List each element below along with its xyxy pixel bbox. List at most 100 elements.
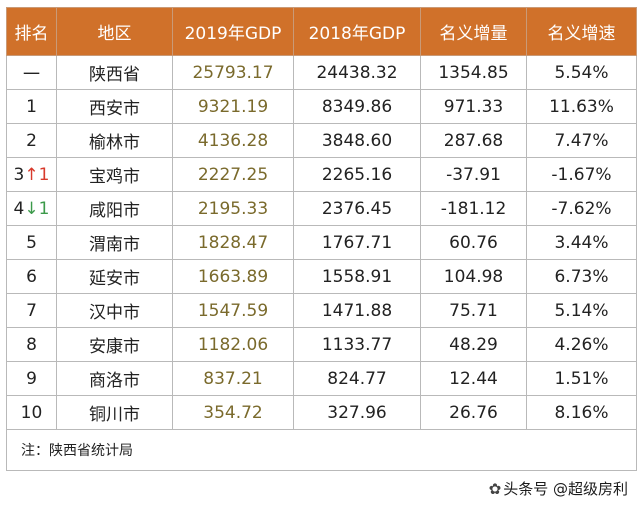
rank-value: 10 [20, 402, 43, 423]
nominal-increase-cell: 104.98 [420, 259, 527, 294]
nominal-increase-cell: 26.76 [420, 395, 527, 430]
nominal-increase-cell: 75.71 [420, 293, 527, 328]
region-cell: 铜川市 [56, 395, 173, 430]
table-row: 10 铜川市 354.72 327.96 26.76 8.16% [6, 395, 637, 430]
gdp-2019-cell: 1663.89 [172, 259, 294, 294]
rank-value: 2 [26, 130, 37, 151]
gdp-2018-cell: 1558.91 [293, 259, 421, 294]
nominal-increase-cell: 12.44 [420, 361, 527, 396]
gdp-2018-cell: 1767.71 [293, 225, 421, 260]
note-row: 注：陕西省统计局 [6, 429, 637, 471]
gdp-2018-cell: 2265.16 [293, 157, 421, 192]
gdp-2018-cell: 1471.88 [293, 293, 421, 328]
table-body: 一陕西省 25793.17 24438.32 1354.85 5.54% 1 西安市 9321… [6, 55, 637, 471]
watermark-logo-icon: ✿ [488, 480, 502, 498]
header-row: 排名 地区 2019年GDP 2018年GDP 名义增量 名义增速 [6, 7, 637, 56]
gdp-2019-cell: 4136.28 [172, 123, 294, 158]
nominal-growth-cell: -1.67% [526, 157, 637, 192]
table-row: 5 渭南市 1828.47 1767.71 60.76 3.44% [6, 225, 637, 260]
table-row: 2 榆林市 4136.28 3848.60 287.68 7.47% [6, 123, 637, 158]
rank-value: 3 [13, 164, 25, 185]
nominal-growth-cell: 3.44% [526, 225, 637, 260]
table-row: 9 商洛市 837.21 824.77 12.44 1.51% [6, 361, 637, 396]
region-cell: 西安市 [56, 89, 173, 124]
nominal-growth-cell: 6.73% [526, 259, 637, 294]
nominal-growth-cell: 8.16% [526, 395, 637, 430]
rank-value: 7 [26, 300, 37, 321]
rank-cell: 7 [6, 293, 57, 328]
header-nominal-increase: 名义增量 [420, 7, 527, 56]
gdp-2019-cell: 354.72 [172, 395, 294, 430]
rank-up-indicator: ↑1 [24, 164, 50, 185]
table-row: 一陕西省 25793.17 24438.32 1354.85 5.54% [6, 55, 637, 90]
nominal-growth-cell: 4.26% [526, 327, 637, 362]
nominal-growth-cell: 5.54% [526, 55, 637, 90]
nominal-growth-cell: 1.51% [526, 361, 637, 396]
header-rank: 排名 [6, 7, 57, 56]
gdp-2018-cell: 1133.77 [293, 327, 421, 362]
gdp-2019-cell: 837.21 [172, 361, 294, 396]
region-cell: 安康市 [56, 327, 173, 362]
region-cell: 延安市 [56, 259, 173, 294]
nominal-increase-cell: -181.12 [420, 191, 527, 226]
table-row: 4↓1 咸阳市 2195.33 2376.45 -181.12 -7.62% [6, 191, 637, 226]
gdp-2019-cell: 9321.19 [172, 89, 294, 124]
region-cell: 榆林市 [56, 123, 173, 158]
table-row: 8 安康市 1182.06 1133.77 48.29 4.26% [6, 327, 637, 362]
table-row: 7 汉中市 1547.59 1471.88 75.71 5.14% [6, 293, 637, 328]
rank-cell: 4↓1 [6, 191, 57, 226]
header-gdp-2018: 2018年GDP [293, 7, 421, 56]
rank-cell: 2 [6, 123, 57, 158]
gdp-2019-cell: 1182.06 [172, 327, 294, 362]
region-cell: 宝鸡市 [56, 157, 173, 192]
rank-cell: 一 [6, 55, 57, 90]
source-note: 注：陕西省统计局 [6, 429, 637, 471]
header-nominal-growth: 名义增速 [526, 7, 637, 56]
rank-cell: 9 [6, 361, 57, 396]
gdp-2018-cell: 8349.86 [293, 89, 421, 124]
region-cell: 咸阳市 [56, 191, 173, 226]
gdp-2018-cell: 327.96 [293, 395, 421, 430]
gdp-table: 排名 地区 2019年GDP 2018年GDP 名义增量 名义增速 一陕西省 25… [6, 7, 637, 471]
nominal-growth-cell: 7.47% [526, 123, 637, 158]
gdp-2019-cell: 1547.59 [172, 293, 294, 328]
table-row: 3↑1 宝鸡市 2227.25 2265.16 -37.91 -1.67% [6, 157, 637, 192]
rank-value: 8 [26, 334, 37, 355]
nominal-increase-cell: 60.76 [420, 225, 527, 260]
region-cell: 渭南市 [56, 225, 173, 260]
gdp-2018-cell: 24438.32 [293, 55, 421, 90]
nominal-increase-cell: 971.33 [420, 89, 527, 124]
gdp-2018-cell: 3848.60 [293, 123, 421, 158]
region-cell: 陕西省 [56, 55, 173, 90]
watermark-text: 头条号 @超级房利 [503, 480, 628, 498]
nominal-growth-cell: -7.62% [526, 191, 637, 226]
rank-value: 4 [13, 198, 25, 219]
rank-value: 一 [23, 65, 40, 85]
rank-cell: 8 [6, 327, 57, 362]
rank-cell: 6 [6, 259, 57, 294]
region-cell: 汉中市 [56, 293, 173, 328]
table-header: 排名 地区 2019年GDP 2018年GDP 名义增量 名义增速 [6, 7, 637, 56]
rank-cell: 3↑1 [6, 157, 57, 192]
header-region: 地区 [56, 7, 173, 56]
rank-value: 1 [26, 96, 37, 117]
header-gdp-2019: 2019年GDP [172, 7, 294, 56]
rank-down-indicator: ↓1 [24, 198, 50, 219]
gdp-2019-cell: 25793.17 [172, 55, 294, 90]
gdp-2019-cell: 2227.25 [172, 157, 294, 192]
rank-value: 9 [26, 368, 37, 389]
rank-cell: 5 [6, 225, 57, 260]
gdp-2019-cell: 2195.33 [172, 191, 294, 226]
gdp-2018-cell: 824.77 [293, 361, 421, 396]
nominal-increase-cell: 287.68 [420, 123, 527, 158]
nominal-increase-cell: 1354.85 [420, 55, 527, 90]
rank-cell: 1 [6, 89, 57, 124]
rank-cell: 10 [6, 395, 57, 430]
region-cell: 商洛市 [56, 361, 173, 396]
table-row: 1 西安市 9321.19 8349.86 971.33 11.63% [6, 89, 637, 124]
table-row: 6 延安市 1663.89 1558.91 104.98 6.73% [6, 259, 637, 294]
rank-value: 6 [26, 266, 37, 287]
gdp-2019-cell: 1828.47 [172, 225, 294, 260]
gdp-2018-cell: 2376.45 [293, 191, 421, 226]
